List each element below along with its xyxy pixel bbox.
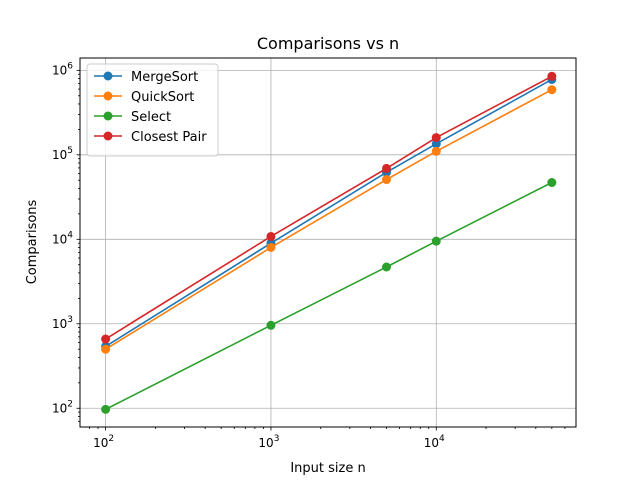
legend-marker <box>103 111 113 121</box>
legend-label: MergeSort <box>131 70 198 85</box>
data-point-mergesort <box>431 139 441 149</box>
y-tick-label: 103 <box>52 315 73 331</box>
data-point-closest-pair <box>431 133 441 143</box>
legend-item-quicksort: QuickSort <box>94 90 194 105</box>
data-point-select <box>431 236 441 246</box>
data-point-quicksort <box>101 344 111 354</box>
legend: MergeSort QuickSort Select Closest Pair <box>86 63 219 157</box>
series-quicksort <box>101 85 557 354</box>
x-tick-label: 103 <box>258 434 279 450</box>
plot-frame <box>79 57 577 428</box>
series-closest-pair <box>101 71 557 344</box>
data-point-select <box>547 178 557 188</box>
y-axis-label: Comparisons <box>25 199 40 284</box>
chart-title: Comparisons vs n <box>257 34 399 53</box>
data-point-quicksort <box>382 175 392 185</box>
data-point-closest-pair <box>547 71 557 81</box>
series-layer <box>101 71 557 414</box>
data-point-closest-pair <box>382 163 392 173</box>
x-axis-label: Input size n <box>290 461 365 476</box>
legend-marker <box>103 91 113 101</box>
legend-box <box>86 63 219 157</box>
legend-item-select: Select <box>94 110 171 125</box>
legend-item-mergesort: MergeSort <box>94 70 198 85</box>
y-tick-label: 102 <box>52 399 73 415</box>
data-point-closest-pair <box>266 231 276 241</box>
legend-marker <box>103 131 113 141</box>
legend-label: Closest Pair <box>131 130 207 145</box>
legend-item-closest-pair: Closest Pair <box>94 130 207 145</box>
data-point-closest-pair <box>101 334 111 344</box>
y-tick-label: 106 <box>52 61 73 77</box>
x-tick-label: 102 <box>93 434 114 450</box>
legend-label: Select <box>131 110 171 125</box>
legend-marker <box>103 71 113 81</box>
y-tick-label: 104 <box>52 230 73 246</box>
series-select <box>101 178 557 414</box>
data-point-select <box>266 320 276 330</box>
y-tick-labels: 102 103 104 105 106 <box>52 61 73 415</box>
data-point-quicksort <box>266 242 276 252</box>
data-point-quicksort <box>547 85 557 95</box>
data-point-select <box>101 404 111 414</box>
legend-label: QuickSort <box>131 90 194 105</box>
data-point-select <box>382 262 392 272</box>
major-ticks <box>76 69 437 431</box>
x-tick-label: 104 <box>424 434 445 450</box>
x-tick-labels: 102 103 104 <box>93 434 445 450</box>
data-point-quicksort <box>431 146 441 156</box>
y-tick-label: 105 <box>52 146 73 162</box>
